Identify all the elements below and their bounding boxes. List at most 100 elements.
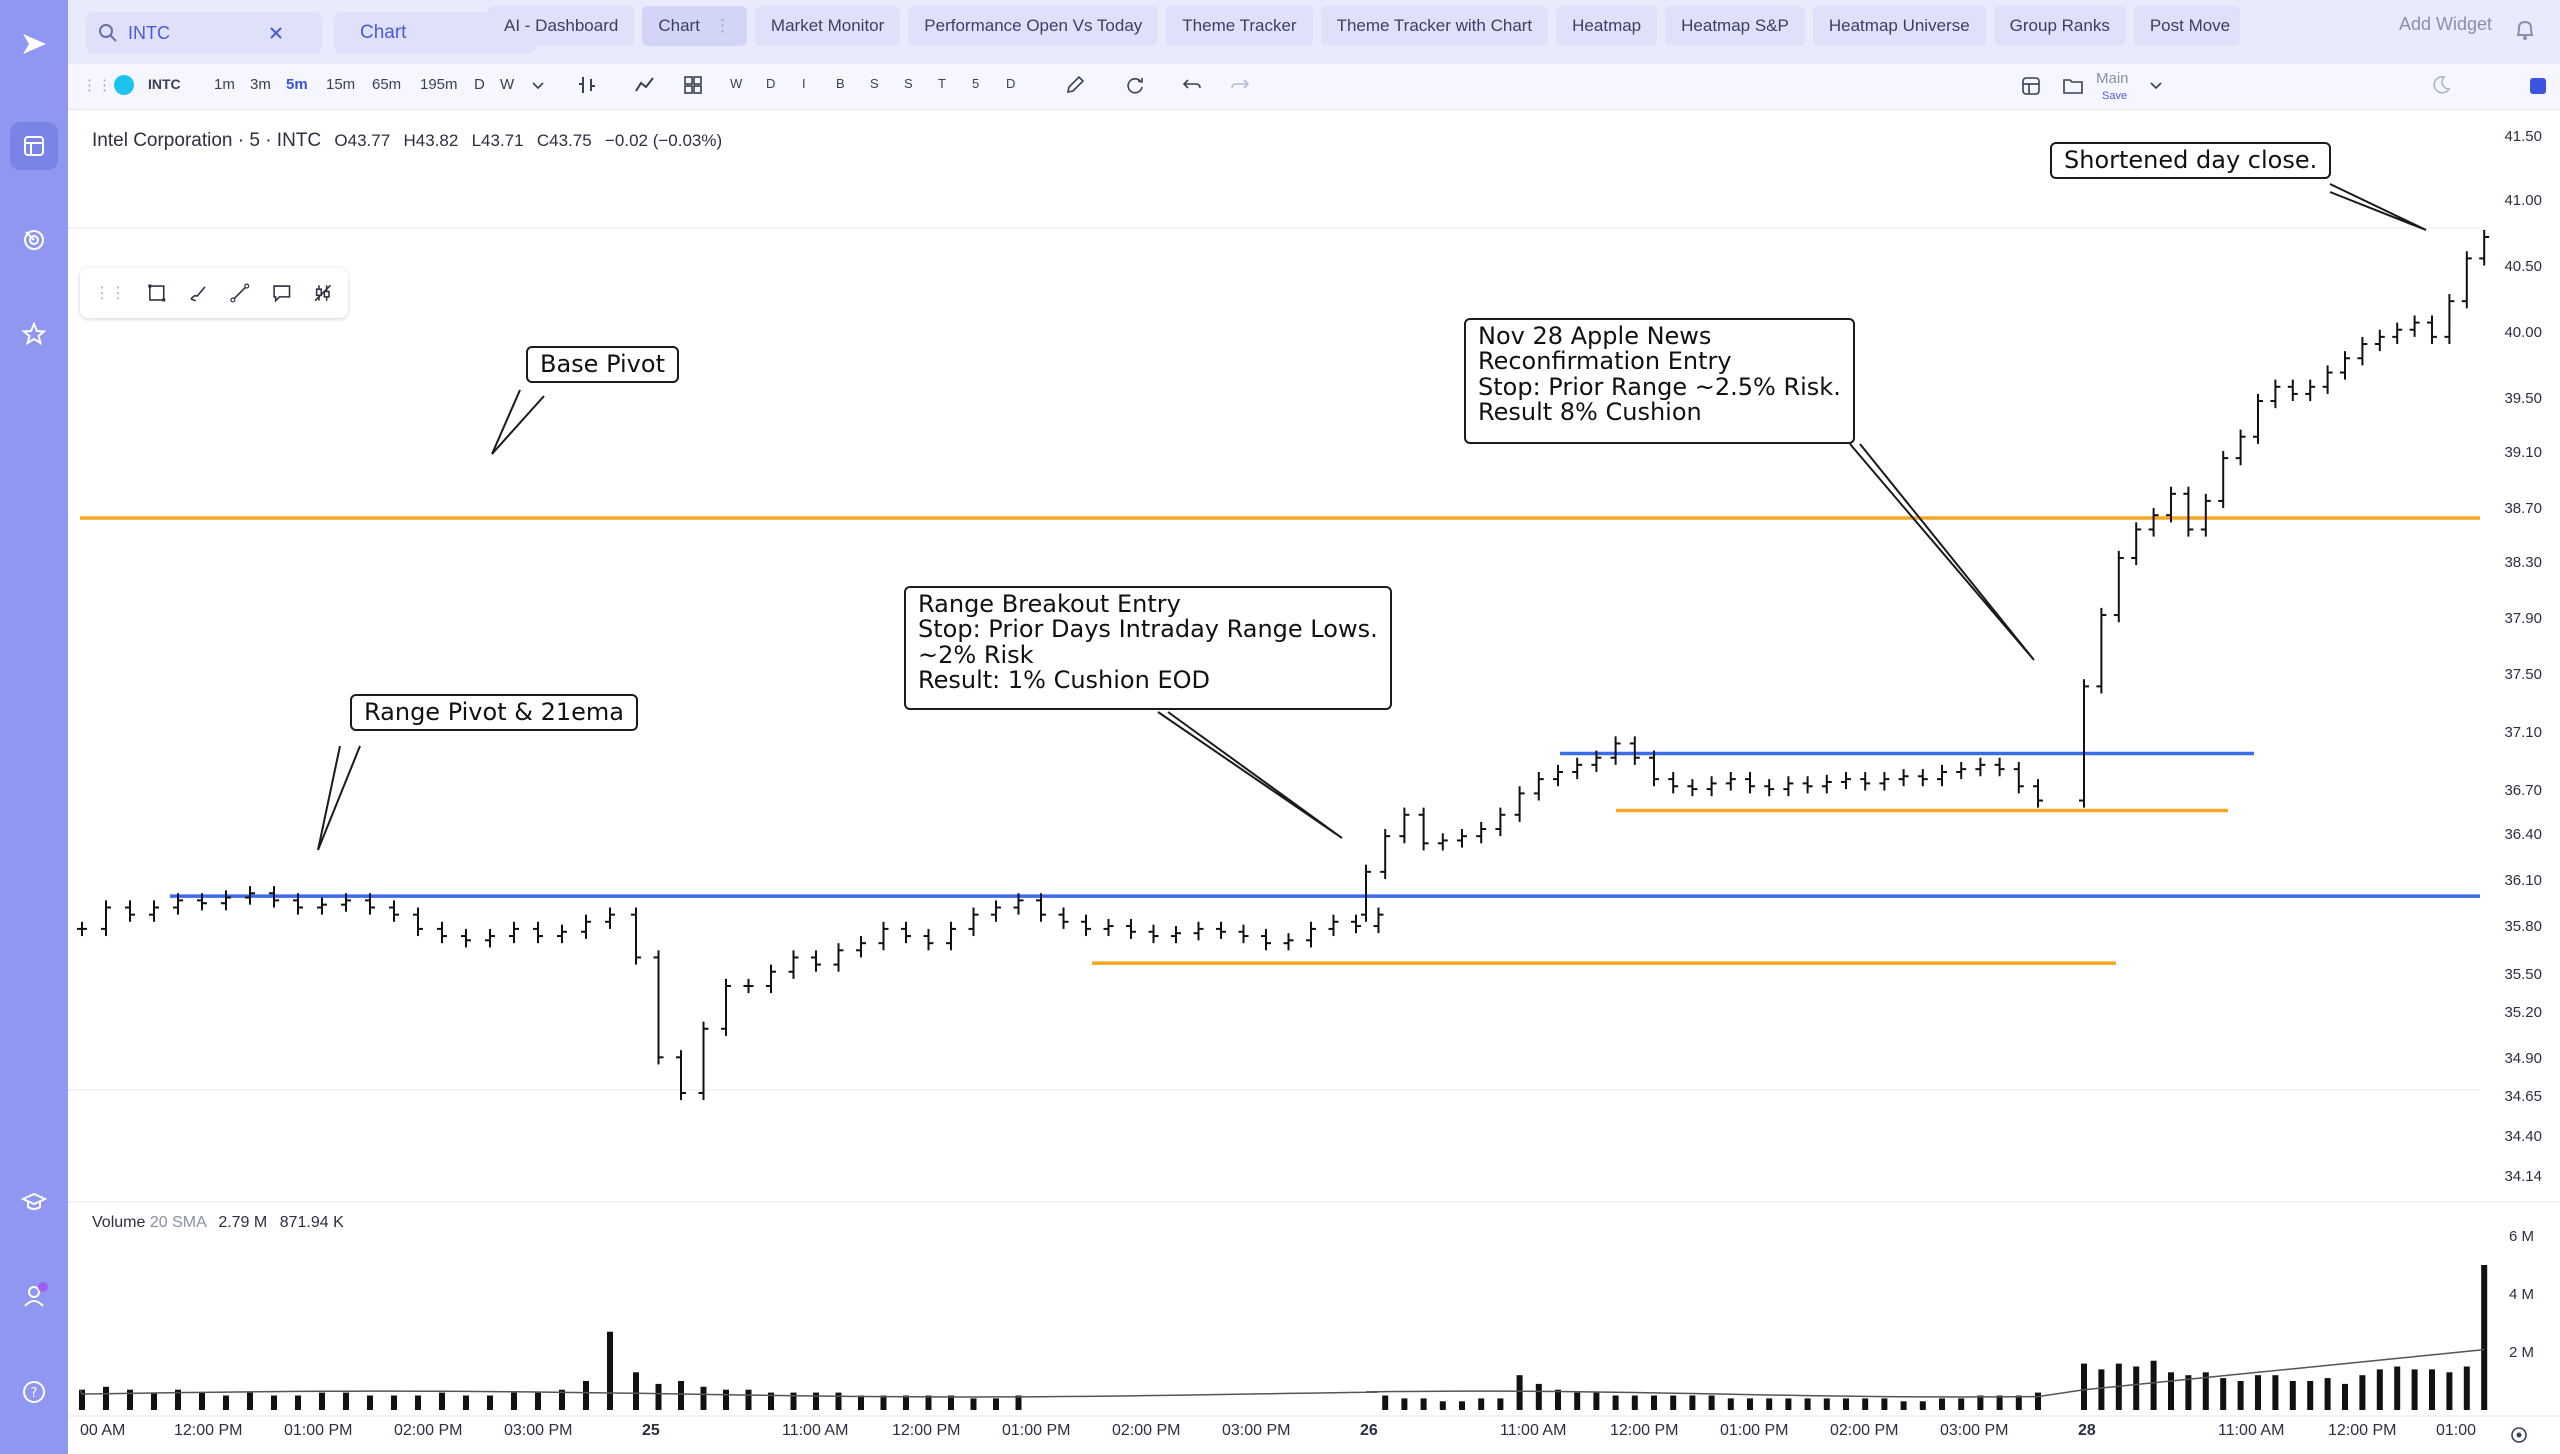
rectangle-tool-icon[interactable] (146, 279, 168, 307)
axis-settings-icon[interactable] (2508, 1424, 2530, 1446)
legend-change: −0.02 (−0.03%) (604, 131, 723, 150)
volume-bar (1382, 1395, 1389, 1410)
period-w[interactable]: W (730, 76, 743, 91)
price-chart[interactable] (68, 110, 2560, 1454)
volume-bar (790, 1392, 797, 1410)
volume-tick: 2 M (2508, 1344, 2534, 1361)
volume-bar (2081, 1363, 2087, 1410)
callout-range-pivot[interactable]: Range Pivot & 21ema (350, 694, 638, 732)
interval-15m[interactable]: 15m (326, 76, 356, 93)
tab-group-ranks[interactable]: Group Ranks (1993, 6, 2126, 46)
volume-bar (745, 1389, 752, 1410)
add-widget-button[interactable]: Add Widget (2398, 14, 2492, 34)
interval-65m[interactable]: 65m (372, 76, 402, 93)
help-icon[interactable]: ? (10, 1368, 58, 1416)
bar-style-icon[interactable] (576, 74, 598, 96)
redo-icon[interactable] (1230, 76, 1250, 94)
period-i[interactable]: I (802, 76, 806, 91)
tab-heatmap[interactable]: Heatmap (1556, 6, 1658, 46)
folder-icon[interactable] (2062, 76, 2084, 96)
interval-w[interactable]: W (500, 76, 515, 93)
education-icon[interactable] (10, 1178, 58, 1226)
undo-icon[interactable] (1182, 76, 1202, 94)
chart-pane[interactable]: Intel Corporation · 5 · INTC O43.77 H43.… (68, 110, 2560, 1454)
time-tick: 02:00 PM (1112, 1422, 1181, 1439)
account-icon[interactable] (10, 1272, 58, 1320)
refresh-icon[interactable] (1124, 74, 1146, 96)
panel-toggle-icon[interactable] (2530, 78, 2546, 94)
clear-icon[interactable] (268, 25, 284, 41)
period-s1[interactable]: S (870, 76, 879, 91)
toolbar-symbol[interactable]: INTC (148, 76, 181, 92)
price-tick: 40.00 (2504, 324, 2542, 341)
indicators-icon[interactable] (634, 74, 656, 96)
legend-close: C43.75 (536, 131, 592, 150)
volume-bar (2185, 1375, 2192, 1410)
period-5[interactable]: 5 (972, 76, 980, 91)
trendline-tool-icon[interactable] (229, 279, 251, 307)
callout-pointer (2329, 183, 2427, 231)
volume-bar (319, 1392, 325, 1410)
volume-bar (2307, 1381, 2314, 1410)
period-s2[interactable]: S (904, 76, 913, 91)
tab-heatmap-sp[interactable]: Heatmap S&P (1665, 6, 1805, 46)
tab-theme-tracker-chart[interactable]: Theme Tracker with Chart (1320, 6, 1549, 46)
period-d2[interactable]: D (1006, 76, 1016, 91)
tab-chart[interactable]: Chart ⋮ (642, 6, 747, 46)
callout-shortened-day[interactable]: Shortened day close. (2050, 142, 2332, 180)
star-icon[interactable] (10, 310, 58, 358)
interval-chevron-icon[interactable] (532, 82, 544, 90)
interval-1m[interactable]: 1m (214, 76, 235, 93)
period-d[interactable]: D (766, 76, 776, 91)
logo-icon[interactable] (10, 20, 58, 68)
brush-tool-icon[interactable] (188, 279, 210, 307)
drag-grip-icon[interactable]: ⋮⋮ (94, 285, 126, 302)
price-tick: 41.50 (2504, 128, 2542, 145)
time-tick: 02:00 PM (1830, 1422, 1899, 1439)
volume-bar (1516, 1375, 1523, 1410)
toolbar-drag-icon[interactable]: ⋮⋮ (82, 77, 112, 94)
tab-performance[interactable]: Performance Open Vs Today (908, 6, 1159, 46)
symbol-input[interactable] (128, 22, 268, 44)
settings-tool-icon[interactable] (312, 279, 334, 307)
left-nav: ? (0, 0, 68, 1454)
symbol-search[interactable] (86, 12, 322, 54)
theme-icon[interactable] (2430, 74, 2452, 96)
price-tick: 35.20 (2504, 1004, 2542, 1021)
drag-handle-icon[interactable]: ⋮ (713, 16, 731, 35)
period-b[interactable]: B (836, 76, 845, 91)
volume-bar (463, 1395, 469, 1410)
callout-tool-icon[interactable] (271, 279, 293, 307)
interval-3m[interactable]: 3m (250, 76, 271, 93)
tab-market-monitor[interactable]: Market Monitor (754, 6, 901, 46)
layout-chevron-icon[interactable] (2150, 82, 2162, 90)
radar-icon[interactable] (10, 216, 58, 264)
bell-icon[interactable] (2514, 18, 2536, 42)
pencil-icon[interactable] (1064, 74, 1086, 96)
breakout-line-4: Result: 1% Cushion EOD (918, 666, 1210, 695)
layout-name[interactable]: Main (2096, 70, 2129, 87)
volume-bar (1804, 1398, 1811, 1410)
volume-bar (2098, 1369, 2105, 1410)
tab-ai-dashboard[interactable]: AI - Dashboard (488, 6, 635, 46)
volume-bar (535, 1392, 541, 1410)
interval-195m[interactable]: 195m (420, 76, 458, 93)
volume-bar (1459, 1401, 1465, 1410)
layout-grid-icon[interactable] (2020, 75, 2042, 97)
price-tick: 34.90 (2504, 1050, 2542, 1067)
volume-bar (723, 1389, 729, 1410)
volume-bar (1497, 1398, 1504, 1410)
callout-base-pivot[interactable]: Base Pivot (526, 346, 679, 384)
time-tick: 01:00 PM (284, 1422, 353, 1439)
layout-save[interactable]: Save (2102, 90, 2128, 102)
tab-theme-tracker[interactable]: Theme Tracker (1166, 6, 1313, 46)
tab-heatmap-universe[interactable]: Heatmap Universe (1812, 6, 1986, 46)
callout-breakout[interactable]: Range Breakout Entry Stop: Prior Days In… (904, 586, 1392, 710)
period-t[interactable]: T (938, 76, 946, 91)
templates-icon[interactable] (682, 74, 704, 96)
callout-apple-news[interactable]: Nov 28 Apple News Reconfirmation Entry S… (1464, 318, 1855, 444)
interval-5m[interactable]: 5m (286, 76, 308, 93)
tab-post-move[interactable]: Post Move (2133, 6, 2240, 46)
chart-layout-icon[interactable] (10, 122, 58, 170)
interval-d[interactable]: D (474, 76, 485, 93)
